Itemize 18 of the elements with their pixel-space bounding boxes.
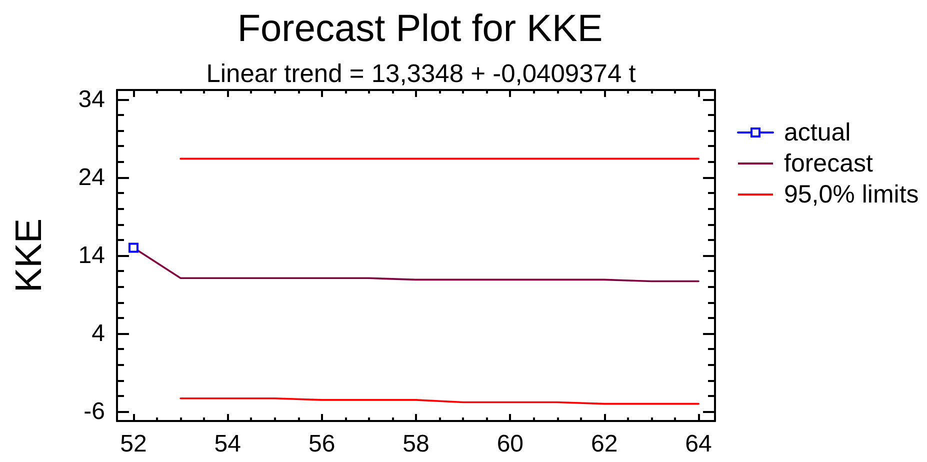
legend-label: forecast [784,150,873,178]
x-tick-label: 56 [308,430,336,458]
x-tick-label: 54 [214,430,242,458]
chart-subtitle: Linear trend = 13,3348 + -0,0409374 t [206,60,636,88]
y-tick-label: 4 [92,320,105,348]
y-tick-label: 14 [78,242,105,269]
x-tick-label: 64 [685,430,712,458]
legend-label: actual [784,118,851,146]
x-tick-label: 60 [496,430,524,458]
x-tick-label: 52 [120,430,147,458]
x-tick-label: 58 [402,430,430,458]
y-tick-label: -6 [84,398,105,426]
y-axis-title: KKE [8,218,49,293]
y-tick-label: 24 [78,164,105,191]
y-tick-label: 34 [78,86,105,113]
legend-label: 95,0% limits [784,180,919,208]
x-tick-label: 62 [590,430,618,458]
chart-title: Forecast Plot for KKE [237,8,603,50]
